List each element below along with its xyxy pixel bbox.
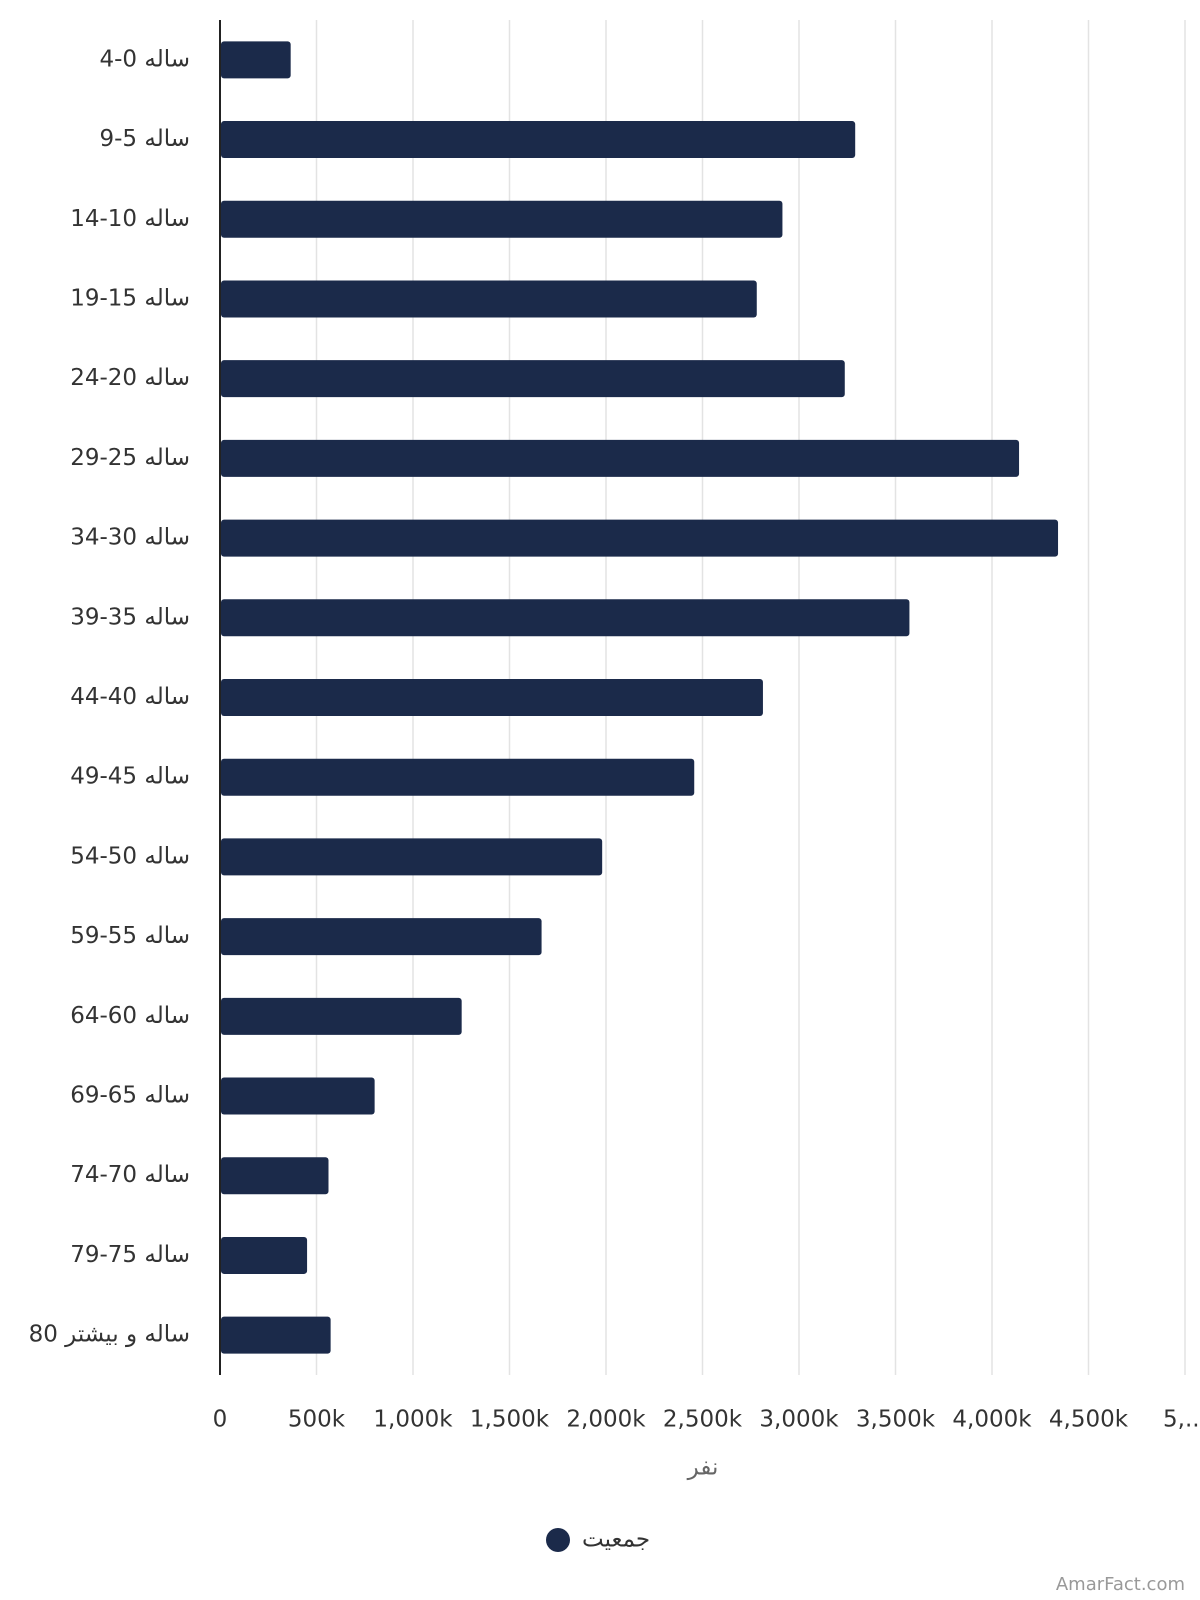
- bar: [221, 360, 845, 398]
- x-tick-label: 1,500k: [470, 1407, 550, 1433]
- bar: [221, 439, 1020, 477]
- bar: [221, 997, 462, 1035]
- y-tick-label: ساله 55-59: [70, 923, 190, 949]
- legend-label: جمعیت: [582, 1527, 650, 1553]
- x-tick-label: 4,500k: [1049, 1407, 1129, 1433]
- bar: [221, 1236, 308, 1274]
- bar: [221, 41, 291, 79]
- source: AmarFact.com: [1056, 1574, 1185, 1595]
- bar: [221, 121, 856, 159]
- bar: [221, 200, 783, 238]
- bar: [221, 679, 763, 716]
- y-tick-label: ساله 0-4: [99, 46, 190, 72]
- bar: [221, 838, 603, 876]
- legend-marker: [546, 1528, 570, 1552]
- x-tick-label: 3,000k: [759, 1407, 839, 1433]
- x-tick-label: 0: [213, 1407, 228, 1433]
- x-tick-label: 2,000k: [566, 1407, 646, 1433]
- bar: [221, 758, 695, 796]
- y-tick-label: ساله 10-14: [70, 206, 190, 232]
- x-tick-label: 2,500k: [663, 1407, 743, 1433]
- y-tick-label: ساله 45-49: [70, 764, 190, 790]
- y-tick-label: ساله 35-39: [70, 604, 190, 630]
- y-tick-label: ساله 40-44: [70, 684, 190, 710]
- x-tick-label: 3,500k: [856, 1407, 936, 1433]
- x-tick-label: 1,000k: [373, 1407, 453, 1433]
- y-tick-label: ساله 75-79: [70, 1242, 190, 1268]
- bar: [221, 519, 1059, 557]
- bar: [221, 1316, 331, 1354]
- x-tick-label: 5,...: [1163, 1407, 1200, 1433]
- y-tick-label: ساله 70-74: [70, 1162, 190, 1188]
- bar: [221, 918, 542, 956]
- bar: [221, 1157, 329, 1195]
- bar: [221, 280, 757, 318]
- y-tick-label: ساله 30-34: [70, 525, 190, 551]
- bar: [221, 599, 910, 637]
- x-axis-title: نفر: [687, 1455, 719, 1481]
- y-tick-label: ساله 15-19: [70, 285, 190, 311]
- x-tick-label: 4,000k: [952, 1407, 1032, 1433]
- y-tick-label: ساله 25-29: [70, 445, 190, 471]
- y-tick-label: ساله 65-69: [70, 1083, 190, 1109]
- y-tick-label: ساله 5-9: [99, 126, 190, 152]
- y-tick-label: ساله 20-24: [70, 365, 190, 391]
- y-tick-label: ساله 50-54: [70, 843, 190, 869]
- x-tick-label: 500k: [288, 1407, 346, 1433]
- bar: [221, 1077, 375, 1115]
- y-tick-label: ساله و بیشتر 80: [29, 1322, 190, 1348]
- y-tick-label: ساله 60-64: [70, 1003, 190, 1029]
